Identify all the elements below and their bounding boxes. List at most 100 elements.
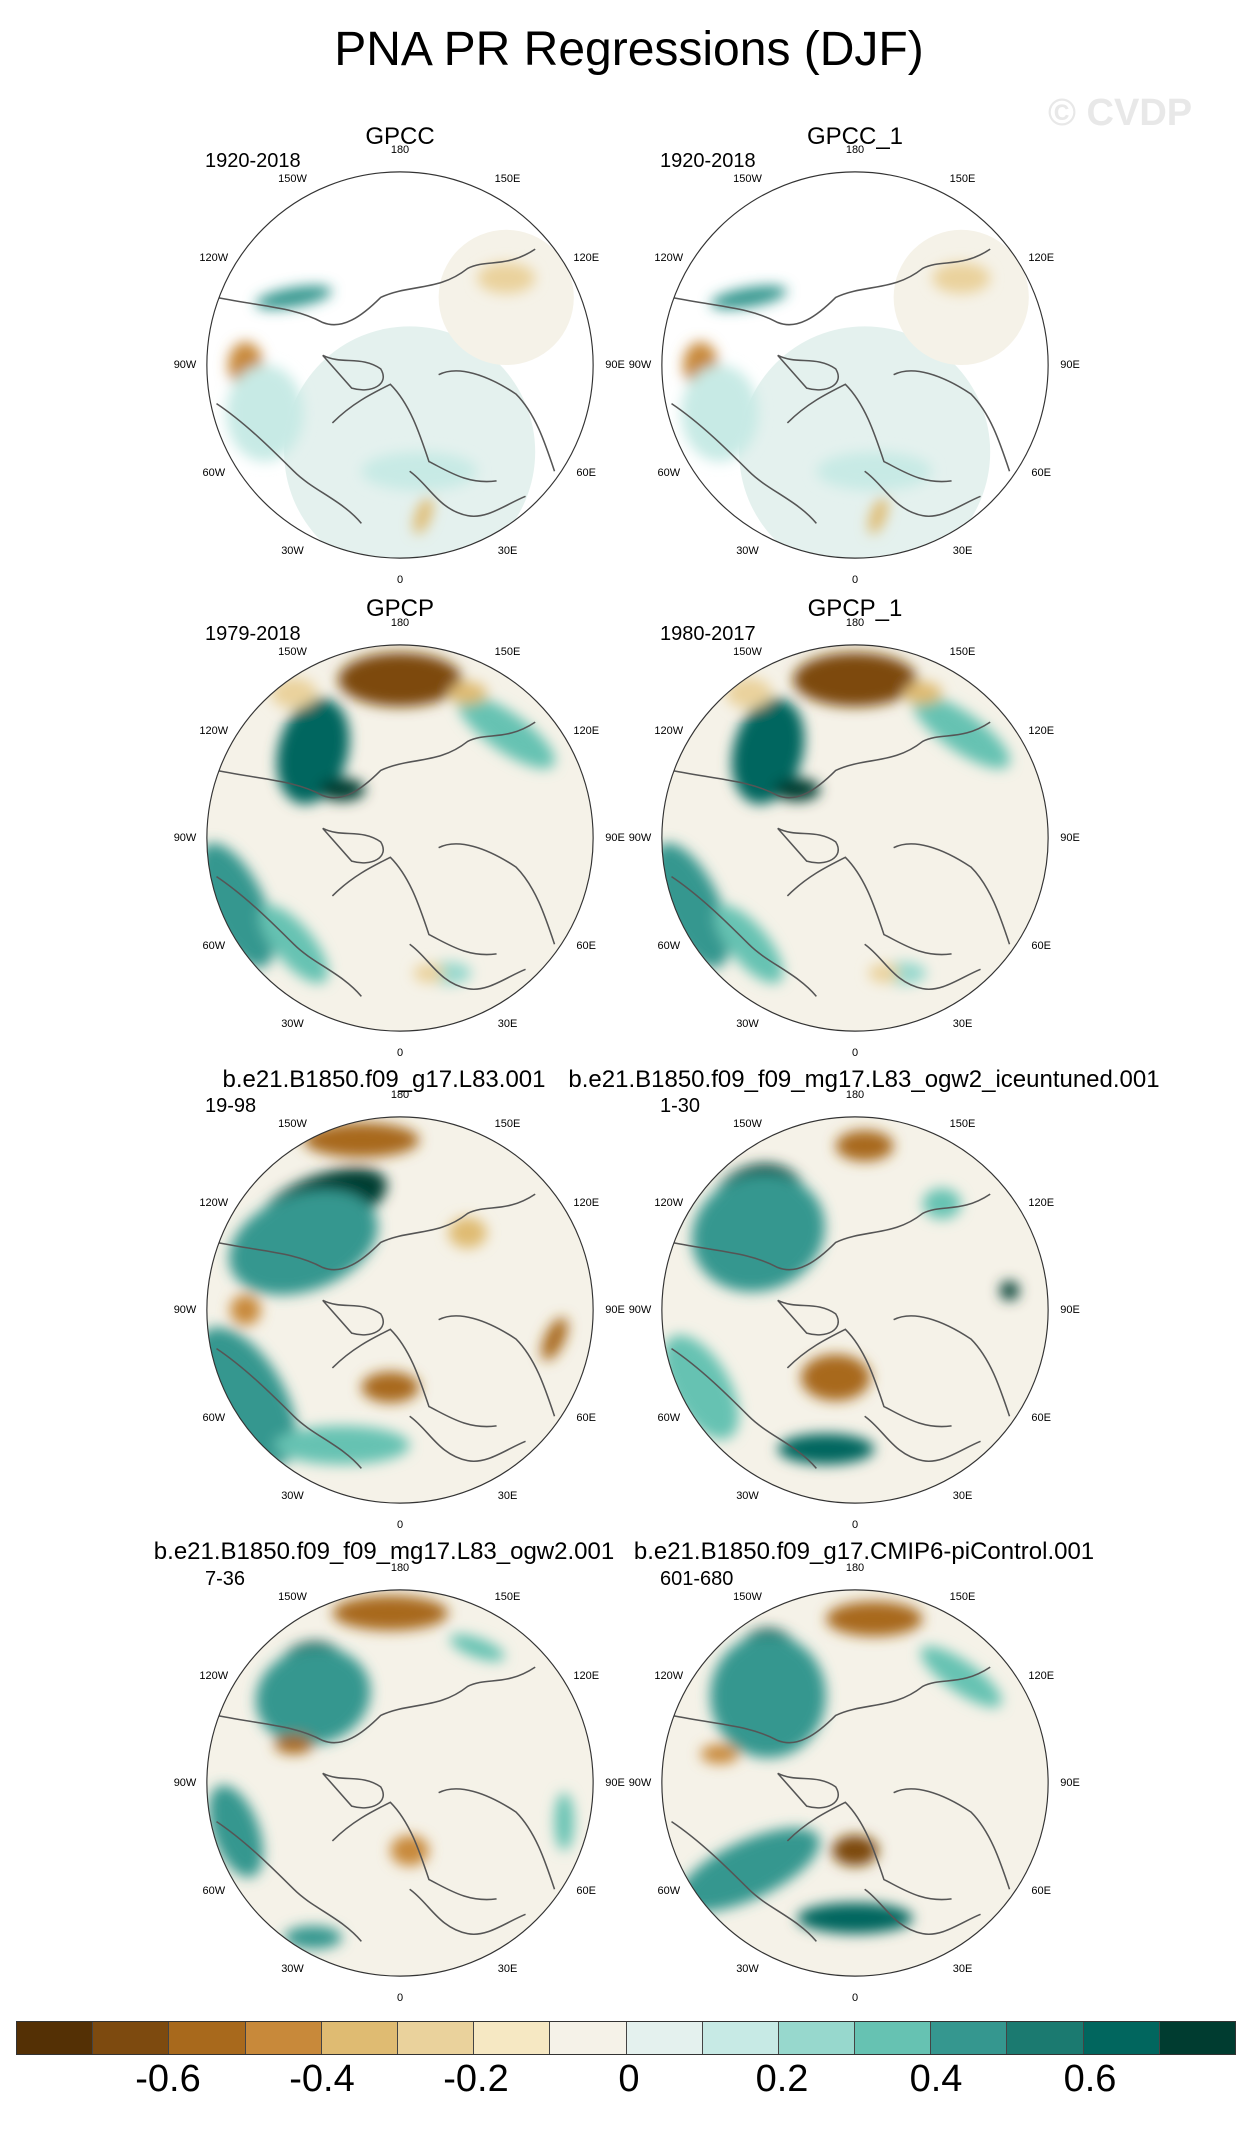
longitude-label: 90E <box>605 832 625 844</box>
longitude-label: 150E <box>949 1590 976 1603</box>
longitude-label: 120W <box>199 724 229 737</box>
regression-anomaly <box>554 1792 574 1851</box>
longitude-label: 90E <box>1060 1304 1080 1316</box>
longitude-label: 120E <box>573 1196 600 1209</box>
regression-anomaly <box>932 262 991 294</box>
coastline <box>438 1315 556 1417</box>
longitude-label: 180 <box>390 144 410 156</box>
regression-anomaly <box>903 681 942 705</box>
longitude-label: 30W <box>736 1490 759 1503</box>
longitude-label: 150E <box>949 645 976 658</box>
panel-title: GPCC_1 <box>806 123 904 150</box>
longitude-label: 30E <box>497 1963 518 1976</box>
longitude-label: 60W <box>202 1884 226 1897</box>
regression-anomaly <box>361 1371 420 1403</box>
regression-anomaly <box>274 1734 314 1755</box>
regression-anomaly <box>276 698 350 805</box>
map-border <box>661 1116 1049 1504</box>
longitude-label: 30W <box>281 545 304 558</box>
coastline <box>893 1788 1011 1890</box>
coastline <box>893 370 1011 472</box>
longitude-label: 60E <box>576 1884 596 1897</box>
regression-anomaly <box>255 285 332 310</box>
longitude-label: 120W <box>654 251 684 264</box>
longitude-label: 90W <box>628 1304 652 1316</box>
longitude-label: 60W <box>657 466 681 479</box>
longitude-label: 120E <box>1028 724 1055 737</box>
longitude-label: 180 <box>390 617 410 629</box>
regression-anomaly <box>541 1317 568 1361</box>
coastline <box>671 1347 817 1469</box>
regression-anomaly <box>710 1634 827 1758</box>
longitude-label: 30E <box>497 1490 518 1503</box>
regression-anomaly <box>777 1433 875 1465</box>
map-border <box>206 1589 594 1977</box>
regression-anomaly <box>920 1646 1002 1708</box>
longitude-label: 120W <box>654 1669 684 1682</box>
regression-anomaly <box>208 1785 264 1878</box>
longitude-label: 30W <box>281 1490 304 1503</box>
longitude-label: 150W <box>733 1117 762 1130</box>
longitude-label: 60E <box>1031 1411 1051 1424</box>
coastline <box>864 1415 981 1463</box>
coastline <box>409 1888 526 1936</box>
coastline <box>893 843 1011 945</box>
coastline <box>409 943 526 991</box>
longitude-label: 150W <box>733 1590 762 1603</box>
coastline <box>216 1193 536 1271</box>
longitude-label: 150W <box>733 645 762 658</box>
regression-anomaly <box>390 1835 429 1867</box>
regression-anomaly <box>816 451 933 491</box>
coastline <box>671 721 991 799</box>
longitude-label: 180 <box>390 1089 410 1101</box>
coastline <box>438 843 556 945</box>
longitude-label: 150E <box>949 1117 976 1130</box>
panel-years: 1980-2017 <box>660 623 756 645</box>
map-border <box>661 1589 1049 1977</box>
map-border <box>206 644 594 1032</box>
longitude-label: 180 <box>845 617 865 629</box>
longitude-label: 150E <box>494 172 521 185</box>
coastline <box>331 856 497 956</box>
panel-years: 19-98 <box>205 1095 257 1117</box>
longitude-label: 180 <box>845 1089 865 1101</box>
panel-title: GPCC <box>365 123 435 150</box>
coastline <box>322 827 384 864</box>
regression-anomaly <box>661 843 730 969</box>
colorbar-swatch <box>17 2022 93 2054</box>
regression-anomaly <box>793 652 917 707</box>
regression-anomaly <box>868 963 900 983</box>
colorbar-swatch <box>625 2022 702 2054</box>
regression-anomaly <box>332 1595 449 1631</box>
coastline <box>893 1315 1011 1417</box>
longitude-label: 30E <box>952 545 973 558</box>
longitude-label: 90W <box>628 1777 652 1789</box>
polar-map <box>661 644 1049 1032</box>
longitude-label: 120W <box>199 251 229 264</box>
longitude-label: 0 <box>851 1992 859 2004</box>
regression-anomaly <box>206 1327 297 1467</box>
polar-map <box>206 171 594 559</box>
polar-map <box>206 644 594 1032</box>
longitude-label: 30W <box>736 1018 759 1031</box>
longitude-label: 30E <box>952 1963 973 1976</box>
colorbar-tick-label: -0.4 <box>289 2058 355 2100</box>
regression-anomaly <box>725 677 772 709</box>
longitude-label: 150E <box>494 645 521 658</box>
longitude-label: 30E <box>497 1018 518 1031</box>
longitude-label: 90W <box>628 832 652 844</box>
coastline <box>777 827 839 864</box>
panel-years: 601-680 <box>660 1568 734 1590</box>
longitude-label: 120W <box>199 1669 229 1682</box>
coastline <box>216 402 362 524</box>
longitude-label: 150W <box>733 172 762 185</box>
coastline <box>777 1299 839 1336</box>
regression-anomaly <box>457 694 555 769</box>
colorbar-tick-label: -0.6 <box>135 2058 201 2100</box>
coastline <box>322 1772 384 1809</box>
regression-anomaly <box>361 451 478 491</box>
regression-anomaly <box>922 1188 962 1220</box>
colorbar-swatch <box>473 2022 550 2054</box>
longitude-label: 120E <box>573 251 600 264</box>
longitude-label: 120E <box>573 724 600 737</box>
